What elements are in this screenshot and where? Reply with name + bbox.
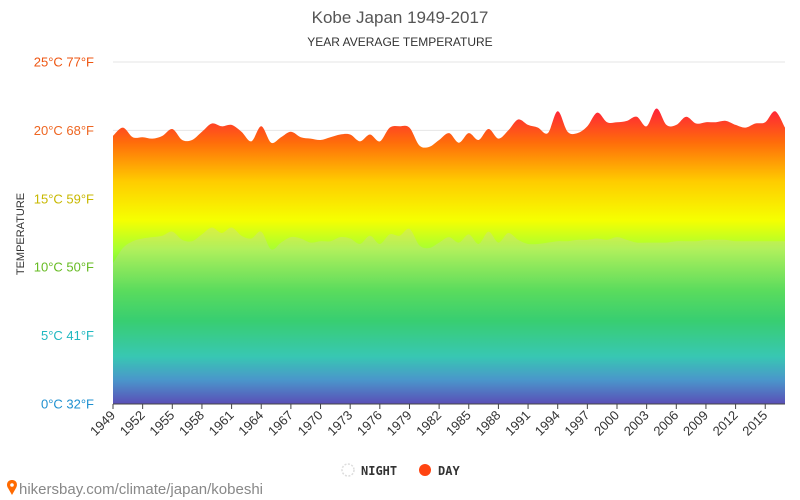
source-text: hikersbay.com/climate/japan/kobeshi	[19, 481, 263, 498]
night-series-area	[113, 227, 785, 404]
day-series-area	[113, 108, 785, 405]
x-tick-label: 1988	[472, 408, 503, 439]
x-tick-label: 2009	[680, 408, 711, 439]
x-tick-label: 1952	[117, 408, 148, 439]
x-tick-label: 1949	[87, 408, 118, 439]
x-tick-label: 1982	[413, 408, 444, 439]
x-tick-label: 1991	[502, 408, 533, 439]
legend-day-label: DAY	[438, 464, 460, 478]
location-pin-icon	[7, 480, 17, 495]
legend-item-night[interactable]: NIGHT	[341, 463, 397, 478]
legend-day-marker	[419, 464, 431, 476]
legend-night-label: NIGHT	[361, 464, 397, 478]
y-tick-label: 10°C 50°F	[34, 260, 94, 275]
night-area-path	[113, 227, 785, 404]
chart-title: Kobe Japan 1949-2017	[312, 8, 489, 27]
x-tick-label: 1985	[443, 408, 474, 439]
legend: NIGHT DAY	[341, 463, 460, 478]
x-tick-label: 1973	[324, 408, 355, 439]
x-tick-label: 2015	[739, 408, 770, 439]
x-axis: 1949195219551958196119641967197019731976…	[87, 403, 785, 439]
day-area-path	[113, 108, 785, 405]
x-tick-label: 1967	[265, 408, 296, 439]
y-tick-label: 15°C 59°F	[34, 191, 94, 206]
y-tick-label: 20°C 68°F	[34, 123, 94, 138]
source-link[interactable]: hikersbay.com/climate/japan/kobeshi	[7, 480, 263, 498]
x-tick-label: 1979	[384, 408, 415, 439]
y-axis-title: TEMPERATURE	[15, 193, 27, 275]
x-tick-label: 2006	[650, 408, 681, 439]
y-tick-label: 0°C 32°F	[41, 397, 94, 412]
x-tick-label: 1961	[206, 408, 237, 439]
y-axis: 0°C 32°F 5°C 41°F 10°C 50°F 15°C 59°F 20°C 6…	[34, 55, 94, 412]
legend-night-marker	[341, 463, 355, 477]
x-tick-label: 1970	[295, 408, 326, 439]
x-tick-label: 1994	[532, 408, 563, 439]
x-tick-label: 1955	[146, 408, 177, 439]
chart-subtitle: YEAR AVERAGE TEMPERATURE	[307, 35, 492, 49]
x-tick-label: 1997	[561, 408, 592, 439]
x-tick-label: 1976	[354, 408, 385, 439]
x-tick-label: 1958	[176, 408, 207, 439]
y-tick-label: 25°C 77°F	[34, 55, 94, 70]
legend-item-day[interactable]: DAY	[419, 464, 460, 478]
x-tick-label: 2000	[591, 408, 622, 439]
x-tick-label: 2003	[621, 408, 652, 439]
x-tick-label: 2012	[710, 408, 741, 439]
y-tick-label: 5°C 41°F	[41, 328, 94, 343]
x-tick-label: 1964	[235, 408, 266, 439]
